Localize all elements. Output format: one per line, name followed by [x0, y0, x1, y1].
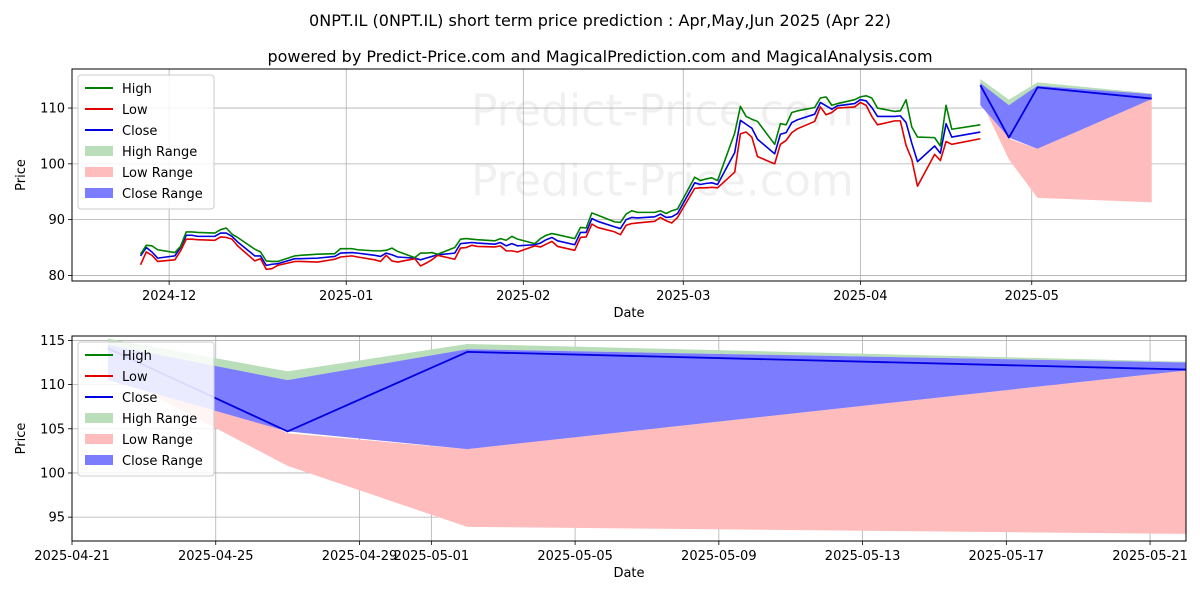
legend-item: Low Range	[85, 433, 193, 448]
x-tick-label: 2024-12	[142, 289, 196, 304]
forecast-close-line	[979, 84, 1152, 139]
y-tick-label: 110	[40, 102, 65, 117]
chart-title: 0NPT.IL (0NPT.IL) short term price predi…	[309, 11, 891, 30]
x-tick-label: 2025-03	[656, 289, 710, 304]
legend-patch-swatch	[85, 413, 113, 423]
legend-item: High	[85, 82, 152, 97]
legend-item: Close Range	[85, 454, 203, 469]
x-tick-label: 2025-05-01	[394, 549, 470, 564]
x-tick-label: 2025-04	[833, 289, 887, 304]
y-tick-label: 100	[40, 157, 65, 172]
chart-subtitle: powered by Predict-Price.com and Magical…	[267, 47, 932, 66]
plot-area	[139, 79, 1152, 271]
legend-item: High	[85, 349, 152, 364]
legend-item: Low Range	[85, 166, 193, 181]
y-tick-label: 95	[48, 511, 65, 526]
legend-patch-swatch	[85, 167, 113, 177]
legend-label: Close Range	[122, 187, 203, 202]
x-tick-label: 2025-05-21	[1112, 549, 1188, 564]
x-tick-label: 2025-05	[1005, 289, 1059, 304]
legend-item: Close	[85, 124, 157, 139]
legend-item: Close	[85, 391, 157, 406]
watermark-text: Predict-Price.com	[471, 86, 854, 137]
x-axis-label: Date	[613, 306, 644, 321]
legend-label: Close Range	[122, 454, 203, 469]
plot-area	[107, 338, 1186, 534]
close-range-band	[980, 82, 1152, 149]
low-history-line	[139, 101, 981, 271]
legend: High Low Close High Range Low Range Close Ran…	[77, 341, 215, 477]
low-range-band	[980, 84, 1152, 203]
x-tick-label: 2025-02	[496, 289, 550, 304]
legend-patch-swatch	[85, 434, 113, 444]
watermark-text: Predict-Price.com	[471, 155, 854, 206]
grid-and-ticks: 80 90 100 110 2024-12 2025-01 2025-02 2025-03 20…	[40, 69, 1186, 304]
close-history-line	[139, 98, 981, 267]
y-tick-label: 80	[48, 269, 65, 284]
close-range-band	[107, 344, 1186, 450]
legend-label: High	[122, 349, 152, 364]
y-tick-label: 110	[40, 378, 65, 393]
legend-label: Low Range	[122, 433, 193, 448]
legend: High Low Close High Range Low Range Close Ran…	[77, 74, 215, 210]
legend-label: Close	[122, 124, 157, 139]
legend-item: High Range	[85, 412, 197, 427]
y-tick-label: 115	[40, 334, 65, 349]
x-tick-label: 2025-05-09	[681, 549, 757, 564]
legend-patch-swatch	[85, 146, 113, 156]
y-axis-label: Price	[14, 423, 29, 455]
low-range-band	[107, 347, 1186, 534]
legend-label: High	[122, 82, 152, 97]
axes-frame	[71, 68, 1187, 282]
legend-item: Close Range	[85, 187, 203, 202]
legend-patch-swatch	[85, 188, 113, 198]
upper-chart-panel: Predict-Price.com Predict-Price.com 80 90 10…	[14, 68, 1187, 321]
x-tick-label: 2025-04-29	[322, 549, 398, 564]
legend-label: Close	[122, 391, 157, 406]
legend-label: Low	[122, 103, 148, 118]
y-tick-label: 105	[40, 422, 65, 437]
watermark-group: Predict-Price.com Predict-Price.com	[471, 86, 854, 207]
x-tick-label: 2025-04-25	[178, 549, 254, 564]
high-history-line	[139, 94, 981, 263]
x-tick-label: 2025-05-13	[825, 549, 901, 564]
x-axis-label: Date	[613, 566, 644, 581]
x-tick-label: 2025-05-05	[537, 549, 613, 564]
x-tick-label: 2025-01	[319, 289, 373, 304]
y-axis-label: Price	[14, 159, 29, 191]
x-tick-label: 2025-05-17	[969, 549, 1045, 564]
legend-label: High Range	[122, 412, 197, 427]
legend-label: Low Range	[122, 166, 193, 181]
legend-item: High Range	[85, 145, 197, 160]
legend-label: Low	[122, 370, 148, 385]
legend-item: Low	[85, 103, 148, 118]
lower-chart-panel: Predict-Price.comPredict-Price.com951001…	[14, 334, 1188, 581]
x-tick-label: 2025-04-21	[34, 549, 110, 564]
axes-frame	[71, 335, 1187, 542]
legend-patch-swatch	[85, 455, 113, 465]
y-tick-label: 100	[40, 466, 65, 481]
y-tick-label: 90	[48, 213, 65, 228]
legend-label: High Range	[122, 145, 197, 160]
legend-item: Low	[85, 370, 148, 385]
